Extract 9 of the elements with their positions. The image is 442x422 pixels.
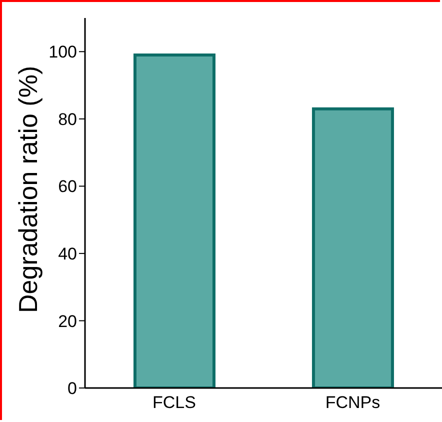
y-tick-label: 60 [58, 177, 77, 196]
y-tick-label: 0 [68, 379, 77, 398]
x-tick-label: FCLS [152, 393, 196, 412]
y-tick-label: 80 [58, 110, 77, 129]
y-tick-label: 20 [58, 312, 77, 331]
y-tick-label: 40 [58, 244, 77, 264]
y-tick-label: 100 [48, 42, 77, 62]
x-tick-label: FCNPs [325, 393, 380, 412]
y-axis-title: Degradation ratio (%) [13, 66, 44, 313]
